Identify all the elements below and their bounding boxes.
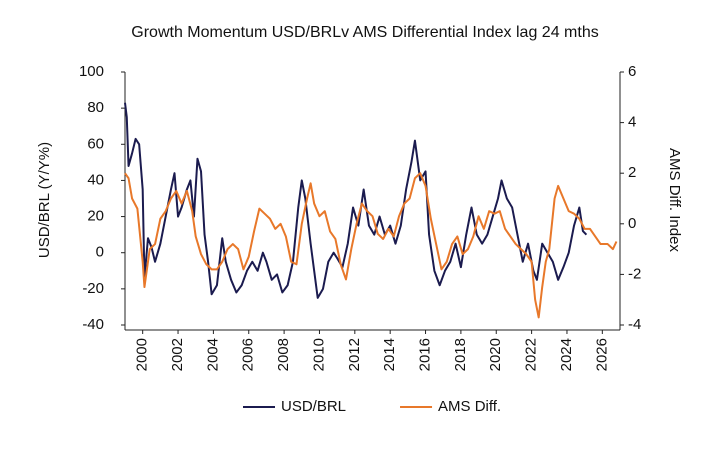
x-tick-label: 2018 [452, 338, 469, 371]
x-tick-label: 2000 [134, 338, 151, 371]
x-tick-label: 2026 [593, 338, 610, 371]
y-tick-label: -20 [82, 280, 104, 297]
y2-tick-label: 0 [628, 215, 636, 232]
series-line [124, 172, 618, 319]
y2-tick-label: 6 [628, 63, 636, 80]
y2-tick-label: 4 [628, 114, 636, 131]
series-line [124, 102, 588, 299]
x-tick-label: 2010 [310, 338, 327, 371]
x-tick-label: 2006 [240, 338, 257, 371]
x-tick-label: 2012 [346, 338, 363, 371]
legend-label: AMS Diff. [438, 398, 501, 415]
y2-tick-label: -4 [628, 316, 641, 333]
y2-axis-label: AMS Diff. Index [666, 148, 683, 252]
y-tick-label: 100 [79, 63, 104, 80]
y-tick-label: 60 [87, 135, 104, 152]
y-axis-label: USD/BRL (Y/Y%) [36, 142, 53, 258]
x-tick-label: 2008 [275, 338, 292, 371]
legend-label: USD/BRL [281, 398, 346, 415]
y-tick-label: 0 [96, 244, 104, 261]
y-tick-label: 40 [87, 171, 104, 188]
y2-tick-label: 2 [628, 164, 636, 181]
x-tick-label: 2014 [381, 338, 398, 371]
y-tick-label: 80 [87, 99, 104, 116]
x-tick-label: 2004 [204, 338, 221, 371]
y-tick-label: 20 [87, 208, 104, 225]
x-tick-label: 2016 [417, 338, 434, 371]
x-tick-label: 2022 [523, 338, 540, 371]
y-tick-label: -40 [82, 316, 104, 333]
x-tick-label: 2002 [169, 338, 186, 371]
x-tick-label: 2020 [487, 338, 504, 371]
y2-tick-label: -2 [628, 265, 641, 282]
chart-title: Growth Momentum USD/BRLv AMS Differentia… [131, 24, 598, 41]
x-tick-label: 2024 [558, 338, 575, 371]
